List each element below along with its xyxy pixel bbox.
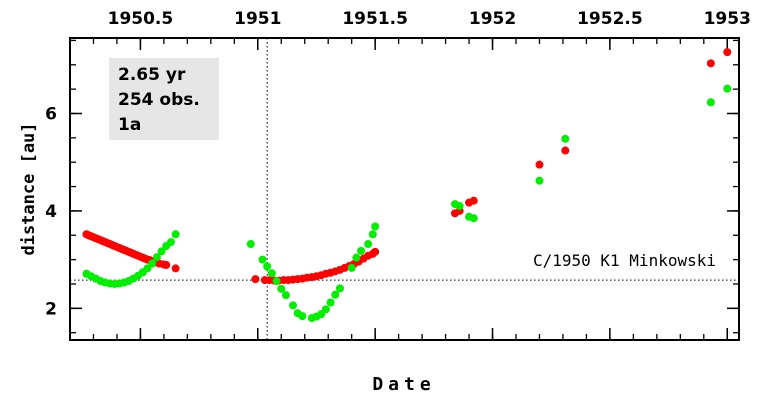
x-tick-label: 1951 — [234, 9, 281, 29]
data-point — [246, 240, 255, 249]
x-tick-label: 1952 — [469, 9, 516, 29]
data-point — [289, 301, 297, 310]
data-point — [357, 246, 366, 255]
info-box-line-1: 2.65 yr — [118, 65, 186, 85]
data-point — [281, 291, 290, 300]
data-point — [723, 48, 732, 57]
y-tick-label: 6 — [45, 105, 57, 125]
data-point — [326, 298, 335, 307]
data-point — [723, 84, 732, 93]
data-point — [535, 160, 544, 169]
data-point — [364, 240, 373, 249]
data-point — [272, 277, 281, 286]
ticks — [70, 38, 739, 340]
data-point — [171, 230, 180, 239]
info-box: 2.65 yr 254 obs. 1a — [109, 58, 219, 140]
data-point — [561, 146, 570, 155]
data-point — [331, 290, 340, 299]
data-point — [298, 312, 307, 321]
info-box-line-2: 254 obs. — [118, 90, 200, 110]
data-point — [469, 196, 478, 205]
x-tick-labels: 1950.5 1951 1951.5 1952 1952.5 1953 — [108, 9, 751, 29]
data-point — [171, 264, 180, 273]
data-point — [352, 253, 361, 262]
comet-label: C/1950 K1 Minkowski — [533, 251, 716, 270]
data-point — [706, 59, 715, 68]
data-point — [277, 284, 286, 293]
y-tick-label: 4 — [45, 202, 57, 222]
data-point — [455, 202, 464, 211]
data-point — [152, 253, 161, 262]
x-axis-title: Date — [372, 374, 435, 395]
data-point — [263, 262, 272, 271]
y-axis-title: distance [au] — [19, 122, 39, 255]
x-tick-label: 1950.5 — [108, 9, 174, 29]
y-tick-label: 2 — [45, 299, 57, 319]
data-point — [267, 269, 276, 278]
data-point — [706, 98, 715, 107]
y-tick-labels: 2 4 6 — [45, 105, 57, 320]
x-tick-label: 1952.5 — [577, 9, 643, 29]
data-point — [535, 176, 544, 185]
data-point — [371, 247, 380, 256]
info-box-line-3: 1a — [118, 115, 141, 135]
data-point — [258, 255, 267, 264]
ref-lines — [70, 38, 739, 340]
data-point — [469, 214, 478, 223]
data-point — [561, 134, 570, 143]
data-point — [371, 222, 380, 231]
data-point — [335, 284, 344, 293]
points — [82, 48, 732, 323]
plot-area — [69, 37, 740, 341]
data-point — [157, 247, 166, 256]
data-point — [368, 230, 377, 239]
data-point — [166, 238, 175, 247]
data-point — [162, 260, 171, 269]
x-tick-label: 1951.5 — [342, 9, 408, 29]
data-point — [251, 275, 260, 284]
plot-frame — [69, 37, 740, 341]
x-tick-label: 1953 — [704, 9, 751, 29]
info-box-bg — [109, 58, 219, 140]
data-point — [148, 259, 157, 268]
data-point — [347, 263, 356, 272]
data-point — [321, 305, 330, 314]
